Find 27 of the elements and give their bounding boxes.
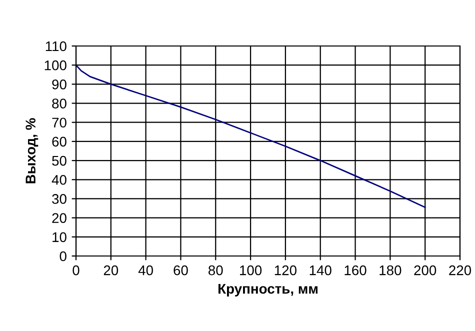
y-tick-label: 70 [52,118,66,128]
y-tick-label: 10 [52,232,66,242]
x-tick-label: 140 [310,265,332,276]
x-tick-label: 220 [449,265,472,276]
y-tick-label: 20 [52,213,66,223]
y-tick-label: 50 [52,156,66,166]
x-tick-label: 40 [138,265,153,276]
x-tick-label: 60 [174,265,188,276]
x-tick-label: 180 [380,265,402,276]
y-tick-label: 40 [52,174,66,185]
y-axis-title: Выход, % [26,118,38,184]
y-tick-label: 80 [52,98,66,108]
y-tick-label: 100 [44,60,66,70]
x-tick-label: 80 [208,265,223,276]
x-tick-label: 200 [414,265,436,276]
x-tick-label: 0 [72,265,80,276]
x-tick-label: 20 [104,265,118,276]
y-tick-label: 110 [46,41,66,52]
x-tick-label: 100 [240,265,262,276]
x-tick-label: 120 [274,265,296,276]
y-tick-label: 30 [52,194,66,204]
y-tick-label: 0 [60,251,66,262]
y-tick-label: 90 [52,80,66,90]
y-tick-label: 60 [52,136,66,147]
x-tick-label: 160 [344,265,366,276]
line-series [76,64,426,208]
x-axis-title: Крупность, мм [218,284,318,296]
